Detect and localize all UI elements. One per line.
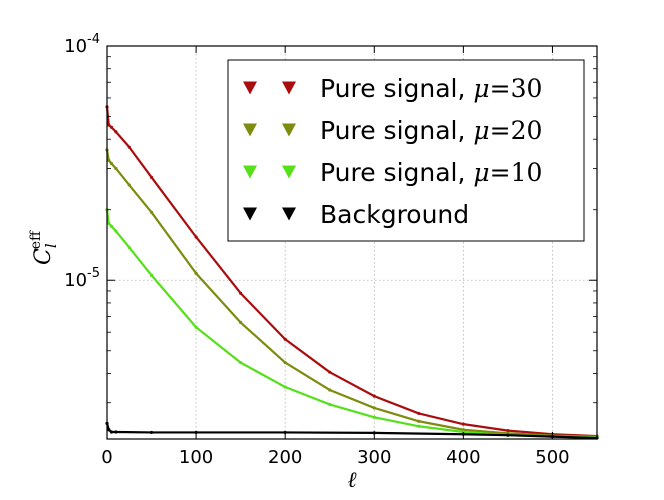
data-point: [114, 130, 118, 134]
legend-mu: μ: [473, 158, 489, 187]
y-tick-label: 10-5: [64, 266, 100, 291]
data-point: [372, 406, 376, 410]
svg-text:Cleff: Cleff: [28, 230, 60, 265]
data-point: [461, 422, 465, 426]
y-axis-label-base: C: [31, 248, 56, 265]
data-point: [283, 385, 287, 389]
legend-mu-value: 10: [511, 158, 543, 187]
data-point: [107, 428, 111, 432]
data-point: [506, 433, 510, 437]
data-point: [109, 161, 114, 166]
legend-marker: [282, 207, 296, 221]
legend-marker: [243, 123, 257, 137]
legend-marker: [282, 81, 296, 95]
data-point: [149, 273, 154, 277]
series-line: [105, 209, 598, 439]
data-point: [149, 430, 154, 435]
legend-label: Pure signal, μ=30: [320, 74, 542, 103]
legend-marker: [243, 165, 257, 179]
legend-mu-value: 20: [511, 116, 543, 145]
plot-frame: [106, 45, 598, 440]
y-axis-label-sup: eff: [28, 230, 44, 249]
legend-marker: [282, 165, 296, 179]
legend-mu-value: 30: [511, 74, 543, 103]
legend-label: Pure signal, μ=20: [320, 116, 542, 145]
data-point: [461, 428, 465, 432]
data-point: [506, 429, 510, 433]
data-point: [372, 394, 376, 398]
data-point: [107, 123, 111, 127]
data-point: [372, 415, 376, 419]
data-point: [127, 145, 131, 149]
legend-series-name: Pure signal,: [320, 158, 473, 187]
data-point: [109, 125, 114, 129]
legend-label: Background: [320, 200, 469, 229]
data-point: [127, 183, 131, 187]
legend-mu: μ: [473, 116, 489, 145]
data-point: [149, 210, 154, 214]
legend-eq: =: [490, 158, 511, 187]
series-line: [105, 106, 598, 438]
legend-series-name: Pure signal,: [320, 74, 473, 103]
data-point: [417, 411, 421, 416]
data-point: [109, 224, 114, 228]
data-point: [149, 175, 154, 179]
data-point: [127, 245, 131, 250]
data-point: [461, 430, 465, 434]
data-point: [328, 402, 332, 407]
legend-series-name: Pure signal,: [320, 116, 473, 145]
data-point: [328, 388, 332, 392]
x-tick-label: 500: [535, 447, 569, 468]
series-layer: [105, 105, 599, 440]
legend-marker: [243, 207, 257, 221]
data-point: [114, 166, 118, 171]
x-tick-label: 300: [357, 447, 391, 468]
legend-marker: [282, 123, 296, 137]
x-axis-label: ℓ: [347, 468, 357, 493]
legend-eq: =: [490, 74, 511, 103]
x-tick-label: 0: [101, 447, 112, 468]
series-0: [105, 105, 599, 438]
data-point: [194, 235, 198, 239]
legend-mu: μ: [473, 74, 489, 103]
data-point: [107, 158, 111, 162]
legend-label: Pure signal, μ=10: [320, 158, 542, 187]
data-point: [114, 229, 118, 233]
data-point: [283, 361, 287, 365]
data-point: [417, 419, 421, 423]
legend-marker: [243, 81, 257, 95]
y-axis-label-sub: l: [42, 243, 60, 248]
data-point: [194, 325, 198, 329]
data-point: [239, 291, 243, 295]
y-tick-label: 10-4: [64, 32, 100, 57]
data-point: [109, 430, 114, 434]
y-axis-label: Cleff: [28, 230, 60, 265]
data-point: [114, 430, 118, 434]
data-point: [107, 221, 111, 225]
data-point: [239, 361, 243, 365]
y-tick-base: 10: [64, 36, 87, 57]
x-tick-label: 200: [268, 447, 302, 468]
data-point: [239, 320, 243, 325]
data-point: [417, 424, 421, 428]
data-point: [328, 370, 332, 374]
x-tick-label: 100: [179, 447, 213, 468]
y-tick-exponent: -5: [87, 266, 100, 281]
legend-eq: =: [490, 116, 511, 145]
x-tick-label: 400: [446, 447, 480, 468]
data-point: [194, 271, 198, 275]
legend-series-name: Background: [320, 200, 469, 229]
data-point: [283, 337, 287, 341]
series-line: [105, 149, 598, 438]
y-tick-base: 10: [64, 270, 87, 291]
y-tick-exponent: -4: [87, 32, 100, 47]
